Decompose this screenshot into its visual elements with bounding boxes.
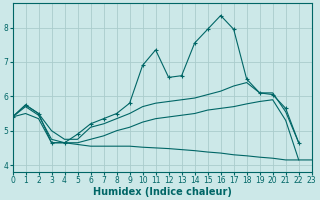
X-axis label: Humidex (Indice chaleur): Humidex (Indice chaleur)	[93, 187, 232, 197]
